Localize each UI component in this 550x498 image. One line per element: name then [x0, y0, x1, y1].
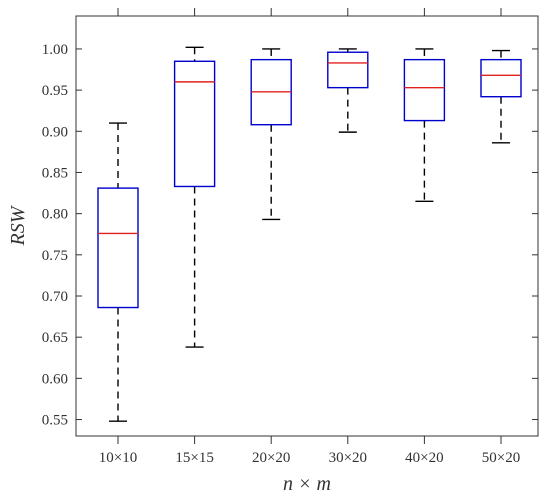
y-tick-label: 0.90: [42, 124, 68, 140]
box-4: [327, 48, 369, 133]
y-tick-label: 0.60: [42, 371, 68, 387]
iqr-box: [173, 60, 216, 188]
box-2: [173, 46, 216, 348]
x-tick-label: 20×20: [252, 450, 290, 466]
x-tick-label: 40×20: [405, 450, 443, 466]
y-tick-label: 0.95: [42, 83, 68, 99]
iqr-box: [480, 58, 522, 98]
x-axis-title: n × m: [283, 473, 331, 495]
boxes: [97, 46, 522, 422]
box-1: [97, 122, 139, 422]
y-tick-label: 0.65: [42, 330, 68, 346]
y-tick-label: 0.75: [42, 248, 68, 264]
box-3: [250, 48, 292, 221]
x-tick-label: 30×20: [329, 450, 367, 466]
iqr-box: [97, 187, 139, 309]
x-tick-label: 15×15: [175, 450, 213, 466]
iqr-box: [327, 51, 369, 89]
y-tick-label: 0.55: [42, 413, 68, 429]
top-ticks: [117, 8, 502, 16]
x-ticks: 10×10 15×15 20×20 30×20 40×20 50×20: [99, 436, 520, 466]
y-tick-label: 0.80: [42, 207, 68, 223]
iqr-box: [403, 58, 446, 122]
y-tick-label: 1.00: [42, 42, 68, 58]
plot-frame: [75, 15, 539, 437]
box-5: [403, 48, 446, 202]
y-tick-label: 0.70: [42, 289, 68, 305]
x-tick-label: 10×10: [99, 450, 137, 466]
y-ticks: 0.55 0.60 0.65 0.70 0.75 0.80 0.85 0.90 0.95 1.00: [42, 42, 538, 429]
x-tick-label: 50×20: [482, 450, 520, 466]
y-tick-label: 0.85: [42, 165, 68, 181]
y-axis-title: RSW: [7, 204, 29, 246]
box-6: [480, 49, 522, 144]
